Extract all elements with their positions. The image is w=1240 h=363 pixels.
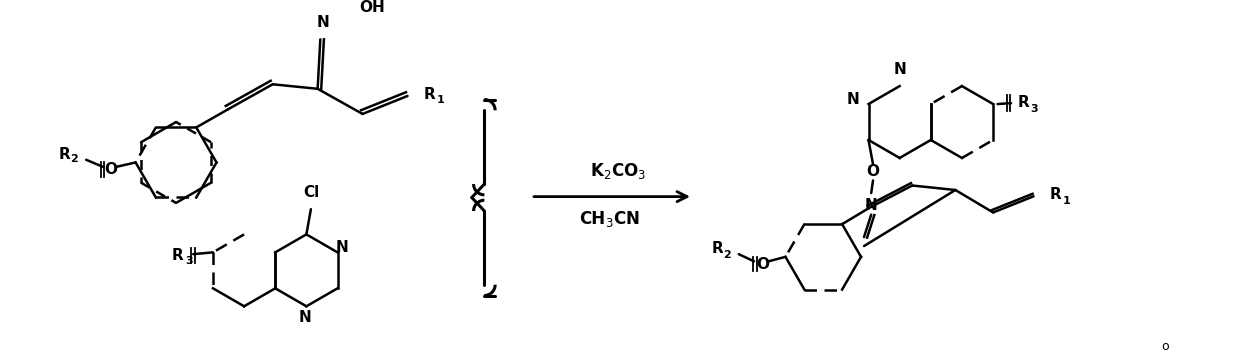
Text: O: O [756, 257, 770, 272]
Text: R: R [1050, 187, 1061, 202]
Text: o: o [1161, 340, 1168, 353]
Text: N: N [298, 310, 311, 325]
Text: O: O [104, 162, 117, 177]
Text: N: N [893, 62, 906, 77]
Text: 1: 1 [1063, 196, 1070, 206]
Text: 2: 2 [69, 154, 77, 164]
Text: K: K [590, 163, 603, 180]
Text: $_3$CN: $_3$CN [605, 209, 640, 229]
Text: 3: 3 [185, 256, 192, 266]
Text: Cl: Cl [303, 185, 319, 200]
Text: N: N [316, 15, 330, 30]
Text: R: R [171, 248, 182, 262]
Text: 1: 1 [436, 95, 444, 106]
Text: $_2$CO$_3$: $_2$CO$_3$ [603, 162, 646, 182]
Text: OH: OH [358, 0, 384, 15]
Text: 3: 3 [1030, 103, 1038, 114]
Text: N: N [864, 198, 878, 213]
Text: R: R [712, 241, 723, 256]
Text: N: N [847, 92, 859, 107]
Text: 2: 2 [723, 250, 730, 260]
Text: O: O [867, 164, 879, 179]
Text: R: R [1017, 95, 1029, 110]
Text: R: R [58, 147, 71, 162]
Text: N: N [336, 240, 348, 255]
Text: CH: CH [579, 210, 605, 228]
Text: R: R [424, 87, 435, 102]
